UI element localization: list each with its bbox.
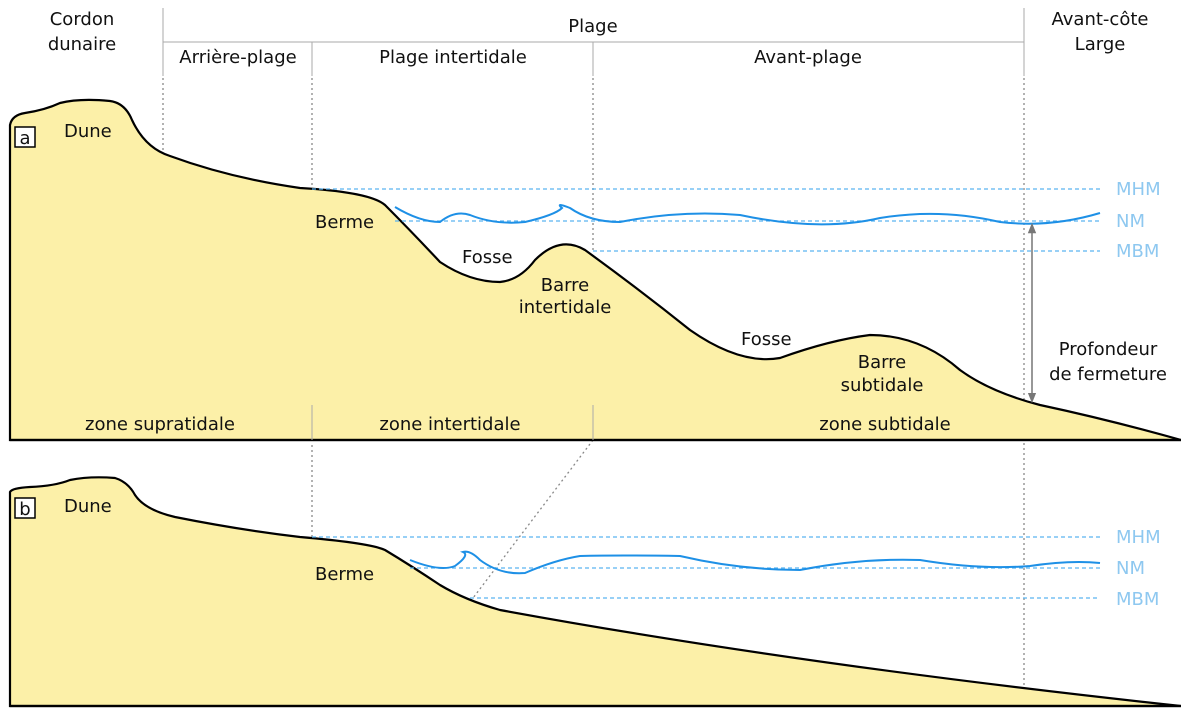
header-label: Avant-plage <box>754 47 862 68</box>
water-levels <box>312 188 1100 252</box>
feature-label: Profondeur <box>1059 339 1158 360</box>
level-label: MHM <box>1116 179 1161 200</box>
level-label: MBM <box>1116 241 1159 262</box>
zone-label: zone intertidale <box>379 414 520 435</box>
header-label: Avant-côte <box>1052 9 1149 30</box>
wave <box>409 550 1101 575</box>
feature-label: intertidale <box>519 297 612 318</box>
zone-dividers <box>311 405 594 440</box>
feature-label: Fosse <box>741 329 792 350</box>
header-label: Cordon <box>50 9 115 30</box>
header-label: Plage intertidale <box>379 47 527 68</box>
header-frame <box>162 8 1025 76</box>
header-label: Plage <box>568 16 617 37</box>
feature-label: Berme <box>315 564 374 585</box>
profile-a <box>8 98 1181 442</box>
level-label: NM <box>1116 558 1145 579</box>
level-label: NM <box>1116 211 1145 232</box>
header-label: Arrière-plage <box>179 47 296 68</box>
panel-box <box>14 126 36 148</box>
dotted-guides <box>162 78 1025 690</box>
feature-label: Dune <box>64 121 112 142</box>
header-label: Large <box>1075 34 1126 55</box>
header-label: dunaire <box>48 34 116 55</box>
feature-label: de fermeture <box>1049 364 1167 385</box>
panel-label: b <box>19 499 30 520</box>
panel-box <box>14 497 36 519</box>
feature-label: Fosse <box>462 247 513 268</box>
feature-label: Dune <box>64 496 112 517</box>
feature-label: Berme <box>315 212 374 233</box>
level-label: MBM <box>1116 589 1159 610</box>
wave <box>394 204 1101 226</box>
level-label: MHM <box>1116 527 1161 548</box>
panel-label: a <box>19 128 30 149</box>
zone-label: zone subtidale <box>819 414 950 435</box>
profile-b <box>8 476 1181 708</box>
feature-label: Barre <box>858 352 907 373</box>
zone-label: zone supratidale <box>85 414 235 435</box>
feature-label: Barre <box>541 275 590 296</box>
feature-label: subtidale <box>841 375 924 396</box>
